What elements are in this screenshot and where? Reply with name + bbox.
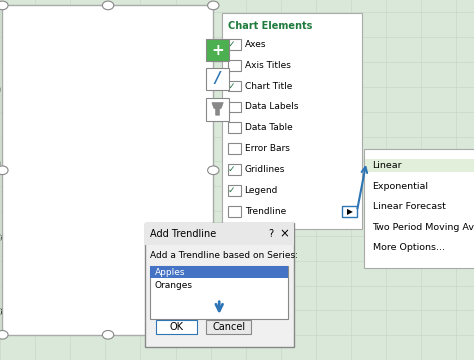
Text: +: + (211, 42, 224, 58)
Text: Data Labels: Data Labels (245, 102, 298, 112)
Bar (189, 197, 195, 311)
Text: ✓: ✓ (228, 40, 236, 49)
Text: Axis Titles: Axis Titles (245, 60, 291, 70)
Text: Trendline: Trendline (245, 207, 286, 216)
Bar (22, 93, 27, 311)
Text: Cancel: Cancel (212, 322, 245, 332)
Text: Add Trendline: Add Trendline (150, 229, 217, 239)
Text: Add a Trendline based on Series:: Add a Trendline based on Series: (150, 251, 298, 260)
Bar (174, 193, 180, 311)
Bar (16, 260, 22, 311)
Bar (122, 141, 128, 311)
Text: ✓: ✓ (228, 186, 236, 195)
Text: Gridlines: Gridlines (245, 165, 285, 174)
Text: ?: ? (268, 229, 273, 239)
Bar (107, 126, 113, 311)
Bar (159, 171, 164, 311)
Bar (98, 159, 104, 311)
Text: ✓: ✓ (228, 165, 236, 174)
Text: Apples: Apples (155, 268, 185, 276)
Text: More Options...: More Options... (373, 243, 445, 252)
Text: Linear: Linear (373, 161, 402, 170)
Text: Legend: Legend (245, 186, 278, 195)
Text: Oranges: Oranges (155, 281, 193, 289)
Bar (62, 189, 67, 311)
Text: Linear Forecast: Linear Forecast (373, 202, 446, 211)
Title: Multiple  trendlines: Multiple trendlines (48, 35, 163, 48)
Text: Exponential: Exponential (373, 182, 428, 191)
Text: Error Bars: Error Bars (245, 144, 290, 153)
Bar (183, 138, 189, 311)
Bar (82, 156, 89, 311)
Bar (31, 219, 37, 311)
Bar (37, 100, 43, 311)
Bar (52, 112, 58, 311)
Bar (67, 96, 73, 311)
Text: ×: × (280, 228, 290, 240)
Bar (77, 163, 82, 311)
Bar (153, 126, 159, 311)
Text: Axes: Axes (245, 40, 266, 49)
Text: ✓: ✓ (228, 82, 236, 91)
Bar (128, 189, 134, 311)
Text: /: / (215, 71, 220, 86)
Text: Chart Title: Chart Title (245, 82, 292, 91)
Text: Data Table: Data Table (245, 123, 292, 132)
Bar (92, 134, 98, 311)
Bar (113, 200, 119, 311)
Bar (168, 130, 174, 311)
Bar (138, 138, 144, 311)
Bar (46, 252, 52, 311)
Text: Chart Elements: Chart Elements (228, 21, 312, 31)
Text: Two Period Moving Average: Two Period Moving Average (373, 223, 474, 232)
Bar (144, 189, 149, 311)
Text: ▶: ▶ (347, 207, 353, 216)
Text: OK: OK (170, 322, 183, 332)
